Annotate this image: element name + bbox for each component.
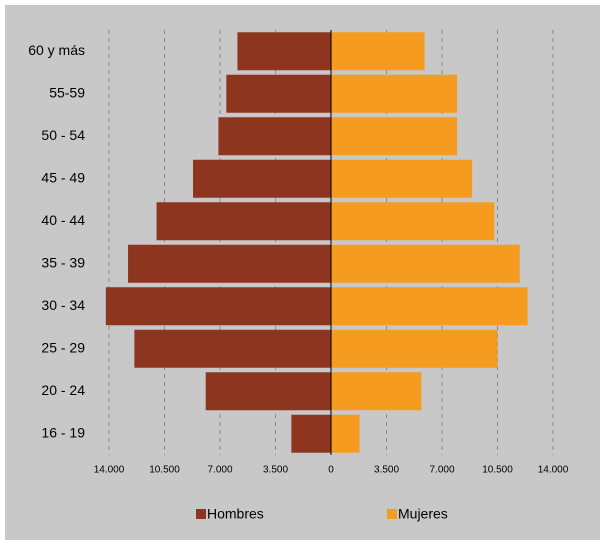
bar [105, 287, 331, 326]
bar [331, 372, 422, 411]
y-tick-label: 45 - 49 [41, 169, 85, 185]
x-tick-label: 14.000 [94, 465, 125, 476]
bar [331, 202, 495, 241]
bar [205, 372, 331, 411]
y-tick-label: 60 y más [28, 42, 85, 58]
x-tick-label: 7.000 [207, 465, 232, 476]
y-tick-label: 55-59 [49, 84, 85, 100]
legend-label: Hombres [207, 506, 264, 522]
bar [128, 244, 331, 283]
x-tick-label: 3.500 [263, 465, 288, 476]
y-tick-label: 40 - 44 [41, 212, 85, 228]
y-tick-label: 25 - 29 [41, 339, 85, 355]
bar [331, 74, 458, 113]
bar [331, 159, 473, 198]
bar [331, 117, 458, 156]
x-tick-label: 14.000 [538, 465, 569, 476]
y-tick-label: 30 - 34 [41, 297, 85, 313]
bar [331, 244, 520, 283]
x-tick-label: 10.500 [482, 465, 513, 476]
bar [331, 287, 528, 326]
bar [331, 329, 498, 368]
bar [134, 329, 331, 368]
bar [156, 202, 331, 241]
legend-swatch [196, 509, 206, 519]
bar [331, 414, 360, 453]
x-tick-label: 10.500 [149, 465, 180, 476]
bar [226, 74, 331, 113]
x-tick-label: 0 [328, 465, 334, 476]
bar [237, 32, 331, 71]
y-tick-label: 50 - 54 [41, 127, 85, 143]
y-tick-label: 35 - 39 [41, 254, 85, 270]
bar [218, 117, 331, 156]
legend-swatch [387, 509, 397, 519]
x-tick-label: 3.500 [374, 465, 399, 476]
y-tick-label: 20 - 24 [41, 382, 85, 398]
x-tick-label: 7.000 [429, 465, 454, 476]
bar [331, 32, 425, 71]
bar [291, 414, 331, 453]
legend-label: Mujeres [398, 506, 448, 522]
y-tick-label: 16 - 19 [41, 424, 85, 440]
bar [193, 159, 331, 198]
